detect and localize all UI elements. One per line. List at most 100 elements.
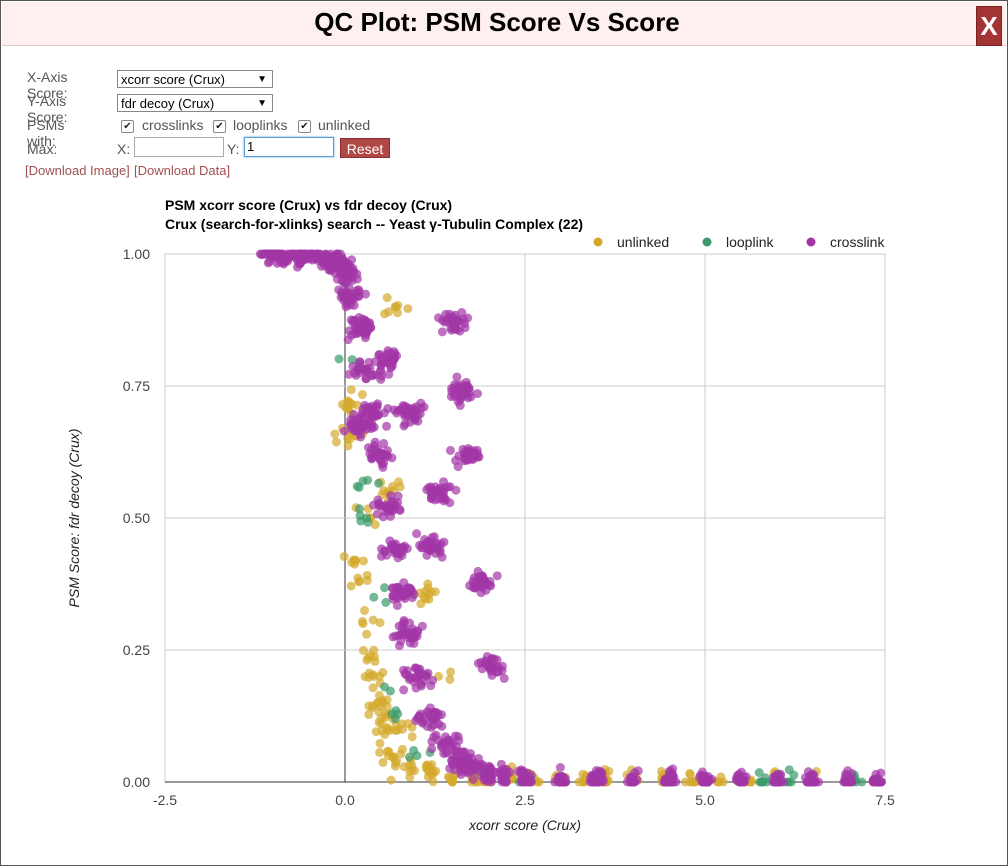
unlinked-point xyxy=(375,618,385,628)
close-button[interactable]: X xyxy=(976,6,1002,46)
crosslink-point xyxy=(736,777,746,787)
looplink-point xyxy=(391,706,401,716)
unlinked-point xyxy=(367,703,377,713)
looplink-point xyxy=(369,592,379,602)
max-y-input[interactable]: 1 xyxy=(244,137,334,157)
looplink-point xyxy=(381,597,391,607)
crosslink-point xyxy=(380,357,390,367)
looplink-point xyxy=(784,765,794,775)
y-tick-label: 0.75 xyxy=(123,378,150,394)
crosslink-point xyxy=(361,367,371,377)
reset-button[interactable]: Reset xyxy=(340,138,390,158)
legend: unlinked looplink crosslink xyxy=(593,234,885,250)
x-tick-label: 2.5 xyxy=(515,792,535,808)
crosslink-point xyxy=(395,504,405,514)
crosslink-point xyxy=(379,438,389,448)
unlinked-point xyxy=(374,717,384,727)
crosslink-point xyxy=(474,452,484,462)
crosslink-point xyxy=(263,249,273,259)
crosslink-point xyxy=(330,254,340,264)
crosslink-point xyxy=(433,485,443,495)
crosslink-point xyxy=(376,374,386,384)
crosslink-point xyxy=(408,627,418,637)
crosslink-point xyxy=(274,249,284,259)
crosslink-point xyxy=(437,552,447,562)
crosslink-point xyxy=(341,302,351,312)
unlinked-point xyxy=(370,520,380,530)
crosslink-point xyxy=(427,744,437,754)
looplink-point xyxy=(363,517,373,527)
crosslink-point xyxy=(352,364,362,374)
y-tick-label: 0.50 xyxy=(123,510,150,526)
unlinked-point xyxy=(446,667,456,677)
crosslink-point xyxy=(360,333,370,343)
looplink-point xyxy=(374,478,384,488)
crosslink-point xyxy=(769,772,779,782)
unlinked-point xyxy=(426,770,436,780)
unlinked-point xyxy=(378,757,388,767)
crosslink-point xyxy=(421,670,431,680)
unlinked-point xyxy=(368,670,378,680)
crosslink-point xyxy=(396,548,406,558)
crosslink-point xyxy=(411,716,421,726)
crosslink-point xyxy=(557,775,567,785)
y-tick-label: 0.00 xyxy=(123,774,150,790)
crosslink-point xyxy=(389,541,399,551)
crosslink-point xyxy=(625,777,635,787)
unlinked-point xyxy=(376,701,386,711)
crosslink-point xyxy=(456,394,466,404)
crosslink-point xyxy=(427,736,437,746)
crosslink-point xyxy=(875,777,885,787)
looplink-point xyxy=(754,768,764,778)
crosslink-point xyxy=(482,651,492,661)
crosslinks-checkbox[interactable]: ✔ xyxy=(121,120,134,133)
crosslink-point xyxy=(590,777,600,787)
crosslink-point xyxy=(516,765,526,775)
unlinked-point xyxy=(375,747,385,757)
y-axis-select[interactable]: fdr decoy (Crux) ▼ xyxy=(117,94,273,112)
x-axis-select[interactable]: xcorr score (Crux) ▼ xyxy=(117,70,273,88)
crosslink-point xyxy=(472,580,482,590)
crosslink-point xyxy=(344,369,354,379)
unlinked-checkbox[interactable]: ✔ xyxy=(298,120,311,133)
crosslink-point xyxy=(433,313,443,323)
looplinks-checkbox[interactable]: ✔ xyxy=(213,120,226,133)
chart-title: PSM xcorr score (Crux) vs fdr decoy (Cru… xyxy=(165,197,452,213)
crosslink-point xyxy=(465,448,475,458)
max-x-input[interactable] xyxy=(134,137,224,157)
crosslink-point xyxy=(462,381,472,391)
unlinked-point xyxy=(331,437,341,447)
crosslink-point xyxy=(458,314,468,324)
crosslink-point xyxy=(471,758,481,768)
looplink-point xyxy=(363,475,373,485)
crosslink-point xyxy=(303,249,313,259)
download-image-link[interactable]: [Download Image] xyxy=(25,163,130,178)
unlinked-point xyxy=(416,599,426,609)
y-axis-label: Y-Axis Score: xyxy=(27,93,68,125)
crosslink-point xyxy=(598,777,608,787)
crosslink-point xyxy=(374,499,384,509)
unlinked-point xyxy=(393,725,403,735)
crosslink-point xyxy=(633,766,643,776)
unlinked-point xyxy=(445,674,455,684)
crosslink-point xyxy=(519,773,529,783)
crosslink-point xyxy=(369,412,379,422)
looplink-point xyxy=(380,583,390,593)
x-axis-select-value: xcorr score (Crux) xyxy=(121,72,226,87)
crosslink-point xyxy=(352,274,362,284)
crosslink-point xyxy=(413,674,423,684)
unlinked-point xyxy=(428,777,438,787)
crosslink-point xyxy=(405,618,415,628)
unlinked-point xyxy=(353,573,363,583)
crosslink-point xyxy=(493,667,503,677)
x-axis-title: xcorr score (Crux) xyxy=(468,817,581,833)
legend-label-unlinked: unlinked xyxy=(617,234,669,250)
legend-marker-looplink xyxy=(702,237,712,247)
unlinked-point xyxy=(397,744,407,754)
crosslink-point xyxy=(384,369,394,379)
crosslink-point xyxy=(439,493,449,503)
legend-marker-crosslink xyxy=(806,237,816,247)
download-data-link[interactable]: [Download Data] xyxy=(134,163,231,178)
